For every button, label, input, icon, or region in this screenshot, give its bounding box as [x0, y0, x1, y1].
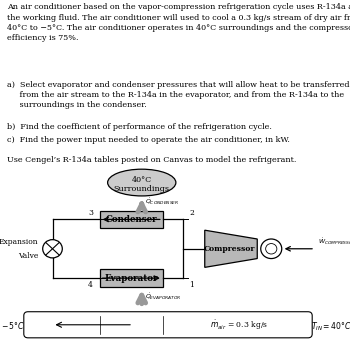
- Text: $\dot{W}_{COMPRESSOR}$: $\dot{W}_{COMPRESSOR}$: [318, 237, 350, 247]
- Text: 4: 4: [88, 281, 93, 289]
- Text: a)  Select evaporator and condenser pressures that will allow heat to be transfe: a) Select evaporator and condenser press…: [7, 81, 350, 109]
- Text: 3: 3: [88, 209, 93, 217]
- Text: Compressor: Compressor: [203, 245, 255, 253]
- Text: Surroundings: Surroundings: [114, 185, 170, 193]
- Text: Use Cengel’s R-134a tables posted on Canvas to model the refrigerant.: Use Cengel’s R-134a tables posted on Can…: [7, 156, 296, 164]
- Text: $\dot{Q}_{EVAPORATOR}$: $\dot{Q}_{EVAPORATOR}$: [145, 292, 182, 302]
- Text: Condenser: Condenser: [105, 215, 157, 224]
- Text: Expansion: Expansion: [0, 237, 38, 246]
- Text: Evaporator: Evaporator: [105, 274, 158, 283]
- Circle shape: [43, 240, 62, 258]
- Text: 2: 2: [189, 209, 194, 217]
- Polygon shape: [205, 230, 257, 267]
- Text: 1: 1: [189, 281, 194, 289]
- Circle shape: [261, 239, 282, 258]
- Text: $\dot{Q}_{CONDENSER}$: $\dot{Q}_{CONDENSER}$: [145, 196, 180, 207]
- FancyBboxPatch shape: [100, 269, 163, 287]
- Text: $T_{OUT}=-5°C$: $T_{OUT}=-5°C$: [0, 320, 25, 333]
- Circle shape: [266, 244, 277, 254]
- Text: Valve: Valve: [18, 252, 38, 260]
- Text: 40°C: 40°C: [132, 176, 152, 184]
- Text: $\dot{m}_{air}$ = 0.3 kg/s: $\dot{m}_{air}$ = 0.3 kg/s: [210, 318, 268, 332]
- Text: An air conditioner based on the vapor-compression refrigeration cycle uses R-134: An air conditioner based on the vapor-co…: [7, 3, 350, 42]
- Text: c)  Find the power input needed to operate the air conditioner, in kW.: c) Find the power input needed to operat…: [7, 136, 290, 144]
- Ellipse shape: [108, 169, 176, 196]
- Text: $T_{IN}=40°C$: $T_{IN}=40°C$: [311, 320, 350, 333]
- Text: b)  Find the coefficient of performance of the refrigeration cycle.: b) Find the coefficient of performance o…: [7, 122, 272, 131]
- FancyBboxPatch shape: [24, 312, 312, 338]
- FancyBboxPatch shape: [100, 210, 163, 228]
